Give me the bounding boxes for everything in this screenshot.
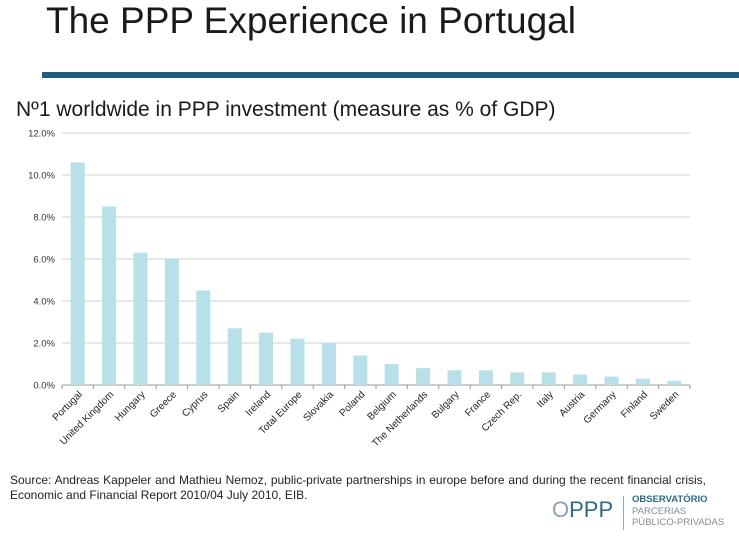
- bar-sweden: [667, 380, 682, 385]
- x-tick-label: United Kingdom: [58, 389, 116, 447]
- bar-united-kingdom: [102, 206, 117, 385]
- logo-text: OBSERVATÓRIO PARCERIAS PÚBLICO-PRIVADAS: [632, 494, 725, 528]
- x-tick-label: Cyprus: [180, 389, 210, 419]
- x-tick-label: Slovakia: [302, 389, 337, 424]
- oppp-logo: OPPP OBSERVATÓRIO PARCERIAS PÚBLICO-PRIV…: [552, 494, 739, 534]
- bar-spain: [227, 328, 242, 385]
- x-tick-label: Greece: [148, 389, 179, 420]
- bar-hungary: [133, 252, 148, 385]
- bar-cyprus: [196, 290, 211, 385]
- bar-czech-rep-: [510, 372, 525, 385]
- bar-belgium: [384, 364, 399, 385]
- x-tick-label: Bulgary: [430, 389, 462, 421]
- x-tick-label: Spain: [216, 389, 242, 415]
- x-tick-label: Poland: [338, 389, 368, 419]
- x-tick-label: Italy: [535, 389, 556, 410]
- bar-ireland: [259, 332, 274, 385]
- y-tick-label: 2.0%: [33, 339, 55, 350]
- bar-austria: [573, 374, 588, 385]
- bar-portugal: [70, 162, 85, 385]
- x-tick-label: The Netherlands: [370, 389, 430, 449]
- logo-mark: OPPP: [552, 497, 614, 522]
- y-tick-label: 12.0%: [28, 129, 55, 140]
- chart-title: Nº1 worldwide in PPP investment (measure…: [16, 98, 556, 121]
- x-tick-label: Germany: [582, 389, 619, 426]
- slide-title: The PPP Experience in Portugal: [46, 0, 576, 41]
- y-tick-label: 0.0%: [33, 381, 55, 392]
- bar-poland: [353, 355, 368, 385]
- x-tick-label: Sweden: [648, 389, 681, 422]
- bar-chart: 0.0%2.0%4.0%6.0%8.0%10.0%12.0%PortugalUn…: [28, 129, 691, 449]
- source-note: Source: Andreas Kappeler and Mathieu Nem…: [10, 473, 706, 502]
- title-rule: [42, 72, 739, 78]
- y-tick-label: 10.0%: [28, 171, 55, 182]
- x-tick-label: Austria: [557, 389, 587, 419]
- bar-finland: [635, 378, 650, 385]
- y-tick-label: 8.0%: [33, 213, 55, 224]
- bar-greece: [164, 259, 179, 385]
- x-tick-label: Hungary: [113, 389, 148, 424]
- bar-the-netherlands: [416, 368, 431, 385]
- x-tick-label: Finland: [619, 389, 650, 420]
- bar-france: [478, 370, 493, 385]
- bar-total-europe: [290, 338, 305, 385]
- bar-slovakia: [321, 343, 336, 385]
- bar-italy: [541, 372, 556, 385]
- x-tick-label: Ireland: [244, 389, 273, 418]
- y-tick-label: 6.0%: [33, 255, 55, 266]
- y-tick-label: 4.0%: [33, 297, 55, 308]
- logo-divider: [623, 496, 624, 530]
- x-tick-label: France: [463, 389, 493, 419]
- bar-germany: [604, 376, 619, 385]
- bar-bulgary: [447, 370, 462, 385]
